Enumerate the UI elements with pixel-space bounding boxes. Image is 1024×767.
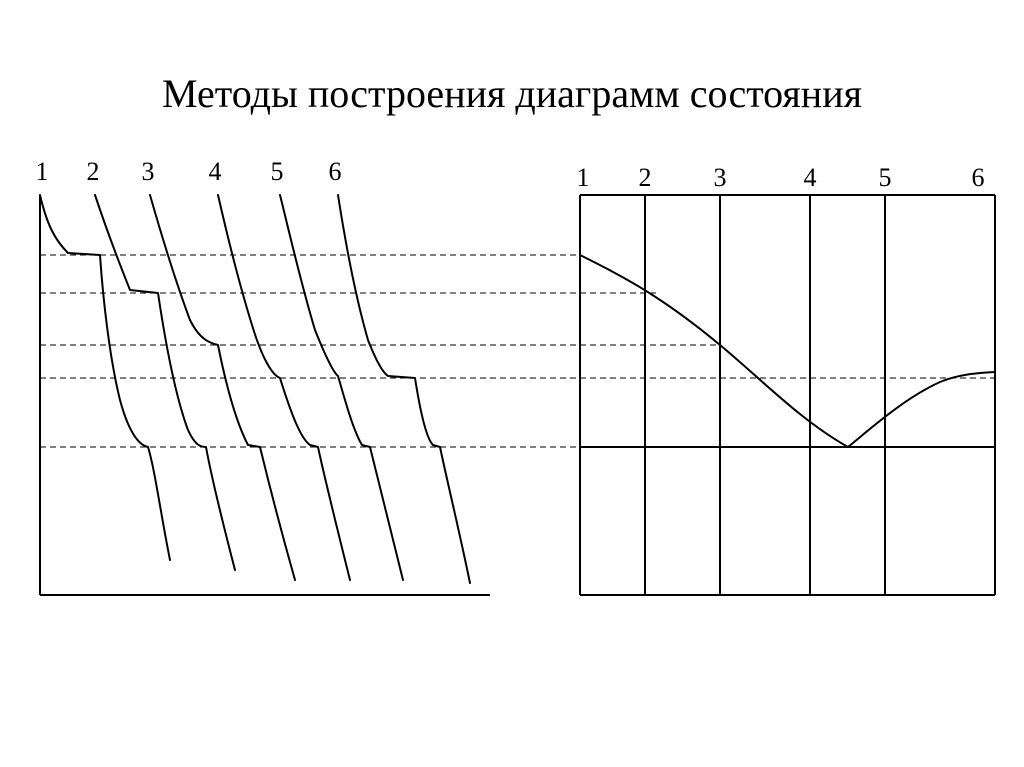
axis-label: 4 xyxy=(209,157,222,187)
axis-label: 3 xyxy=(714,163,727,193)
axis-label: 5 xyxy=(271,157,284,187)
axis-label: 1 xyxy=(577,163,590,193)
axis-label: 6 xyxy=(972,163,985,193)
axis-label: 1 xyxy=(36,157,49,187)
axis-label: 3 xyxy=(142,157,155,187)
diagram-svg xyxy=(0,0,1024,767)
axis-label: 2 xyxy=(87,157,100,187)
axis-label: 2 xyxy=(639,163,652,193)
axis-label: 6 xyxy=(329,157,342,187)
axis-label: 4 xyxy=(804,163,817,193)
axis-label: 5 xyxy=(879,163,892,193)
